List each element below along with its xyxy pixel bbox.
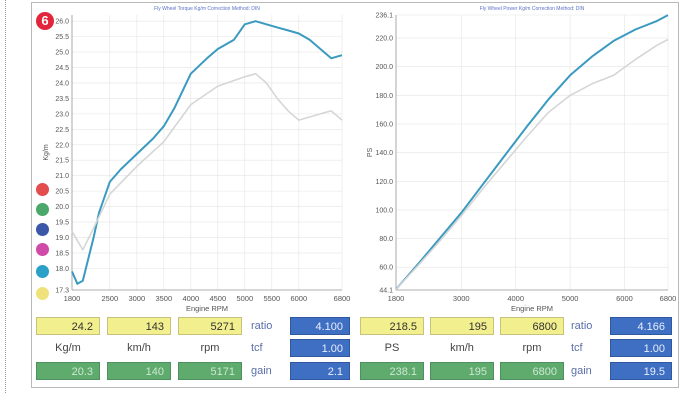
torque-series-line-main [71, 20, 343, 285]
torque-peak-value: 20.3 [36, 362, 100, 380]
torque-y-tick-label: 24.0 [55, 80, 69, 87]
power-y-tick-label: 60.0 [379, 265, 393, 272]
torque-y-tick-label: 23.5 [55, 96, 69, 103]
speed-unit-label: km/h [127, 342, 151, 354]
torque-y-tick-label: 23.0 [55, 111, 69, 118]
torque-y-tick-label: 19.0 [55, 235, 69, 242]
tcf-value: 1.00 [290, 339, 350, 357]
power-chart: Fly Wheel Power Kg/m Correction Method: … [367, 6, 677, 313]
power-y-tick-label: 220.0 [375, 36, 393, 43]
gain-label: gain [251, 365, 272, 377]
power-y-tick-label: 44.1 [379, 288, 393, 295]
speed-readout-value: 143 [107, 317, 171, 335]
power-x-axis-label: Engine RPM [511, 304, 553, 313]
rpm-unit-label: rpm [200, 342, 220, 354]
torque-series-line-compare [71, 72, 343, 251]
power-speed-peak-value: 195 [430, 362, 494, 380]
power-series-line-compare [395, 38, 669, 290]
power-y-axis-label: PS [367, 148, 374, 158]
torque-y-tick-label: 20.5 [55, 189, 69, 196]
torque-y-axis-label: Kg/m [43, 144, 50, 161]
series-color-dot-pink[interactable] [36, 243, 49, 256]
torque-y-tick-label: 20.0 [55, 204, 69, 211]
power-ratio-label: ratio [571, 320, 593, 332]
power-x-tick-label: 6800 [660, 294, 677, 303]
tcf-label: tcf [251, 342, 263, 354]
torque-x-tick-label: 5000 [236, 294, 253, 303]
torque-y-tick-label: 24.5 [55, 65, 69, 72]
torque-y-tick-label: 19.5 [55, 220, 69, 227]
power-series-line-main [395, 14, 669, 291]
power-x-tick-label: 1800 [388, 294, 405, 303]
torque-y-tick-label: 25.5 [55, 34, 69, 41]
torque-x-tick-label: 3000 [128, 294, 145, 303]
power-chart-header: Fly Wheel Power Kg/m Correction Method: … [480, 6, 585, 12]
power-tcf-label: tcf [571, 342, 583, 354]
rpm-readout-value: 5271 [178, 317, 242, 335]
power-tcf-value: 1.00 [610, 339, 672, 357]
power-y-tick-label: 160.0 [375, 121, 393, 128]
torque-y-tick-label: 25.0 [55, 50, 69, 57]
torque-y-tick-label: 18.5 [55, 250, 69, 257]
power-ratio-value: 4.166 [610, 317, 672, 335]
power-x-tick-label: 4000 [507, 294, 524, 303]
torque-x-tick-label: 2500 [101, 294, 118, 303]
torque-x-tick-label: 4500 [209, 294, 226, 303]
torque-y-tick-label: 26.0 [55, 19, 69, 26]
torque-y-tick-label: 18.0 [55, 266, 69, 273]
power-speed-unit-label: km/h [450, 342, 474, 354]
torque-y-tick-label: 21.0 [55, 173, 69, 180]
power-x-tick-label: 6000 [616, 294, 633, 303]
torque-x-tick-label: 6800 [334, 294, 351, 303]
power-rpm-unit-label: rpm [522, 342, 542, 354]
power-y-tick-label: 200.0 [375, 64, 393, 71]
rpm-peak-value: 5171 [178, 362, 242, 380]
power-rpm-readout-value: 6800 [500, 317, 564, 335]
torque-x-tick-label: 4000 [182, 294, 199, 303]
step-number-badge: 6 [36, 12, 54, 30]
torque-chart-header: Fly Wheel Torque Kg/m Correction Method:… [154, 6, 260, 12]
power-rpm-peak-value: 6800 [500, 362, 564, 380]
torque-y-tick-label: 22.5 [55, 127, 69, 134]
torque-x-tick-label: 6000 [290, 294, 307, 303]
dyno-report-frame: Fly Wheel Torque Kg/m Correction Method:… [31, 2, 679, 388]
ratio-label: ratio [251, 320, 273, 332]
series-color-dot-blue[interactable] [36, 223, 49, 236]
torque-y-tick-label: 21.5 [55, 158, 69, 165]
torque-panel: Fly Wheel Torque Kg/m Correction Method:… [32, 3, 354, 313]
torque-y-tick-label: 17.3 [55, 288, 69, 295]
series-color-dot-yellow[interactable] [36, 287, 49, 300]
gain-value: 2.1 [290, 362, 350, 380]
torque-x-tick-label: 5500 [263, 294, 280, 303]
power-gain-value: 19.5 [610, 362, 672, 380]
ratio-value: 4.100 [290, 317, 350, 335]
power-y-tick-label: 140.0 [375, 150, 393, 157]
power-panel: Fly Wheel Power Kg/m Correction Method: … [354, 3, 678, 313]
torque-readout-value: 24.2 [36, 317, 100, 335]
page-edge-divider [0, 0, 6, 393]
power-y-tick-label: 180.0 [375, 93, 393, 100]
power-y-tick-label: 100.0 [375, 207, 393, 214]
series-color-dot-green[interactable] [36, 203, 49, 216]
power-unit-label: PS [384, 342, 400, 354]
readout-bar: 24.2 143 5271 ratio 4.100 Kg/m km/h rpm … [32, 317, 678, 387]
series-color-dot-red[interactable] [36, 183, 49, 196]
torque-x-axis-label: Engine RPM [186, 304, 228, 313]
torque-y-tick-label: 22.0 [55, 142, 69, 149]
torque-chart: Fly Wheel Torque Kg/m Correction Method:… [43, 6, 351, 313]
power-y-tick-label: 120.0 [375, 179, 393, 186]
torque-x-tick-label: 1800 [64, 294, 81, 303]
power-y-tick-label: 80.0 [379, 236, 393, 243]
power-speed-readout-value: 195 [430, 317, 494, 335]
power-peak-value: 238.1 [360, 362, 424, 380]
power-x-tick-label: 3000 [453, 294, 470, 303]
power-x-tick-label: 5000 [562, 294, 579, 303]
power-gain-label: gain [571, 365, 592, 377]
torque-x-tick-label: 3500 [155, 294, 172, 303]
series-color-dot-cyan[interactable] [36, 265, 49, 278]
torque-unit-label: Kg/m [55, 342, 81, 354]
speed-peak-value: 140 [107, 362, 171, 380]
power-y-tick-label: 236.1 [375, 13, 393, 20]
power-readout-value: 218.5 [360, 317, 424, 335]
